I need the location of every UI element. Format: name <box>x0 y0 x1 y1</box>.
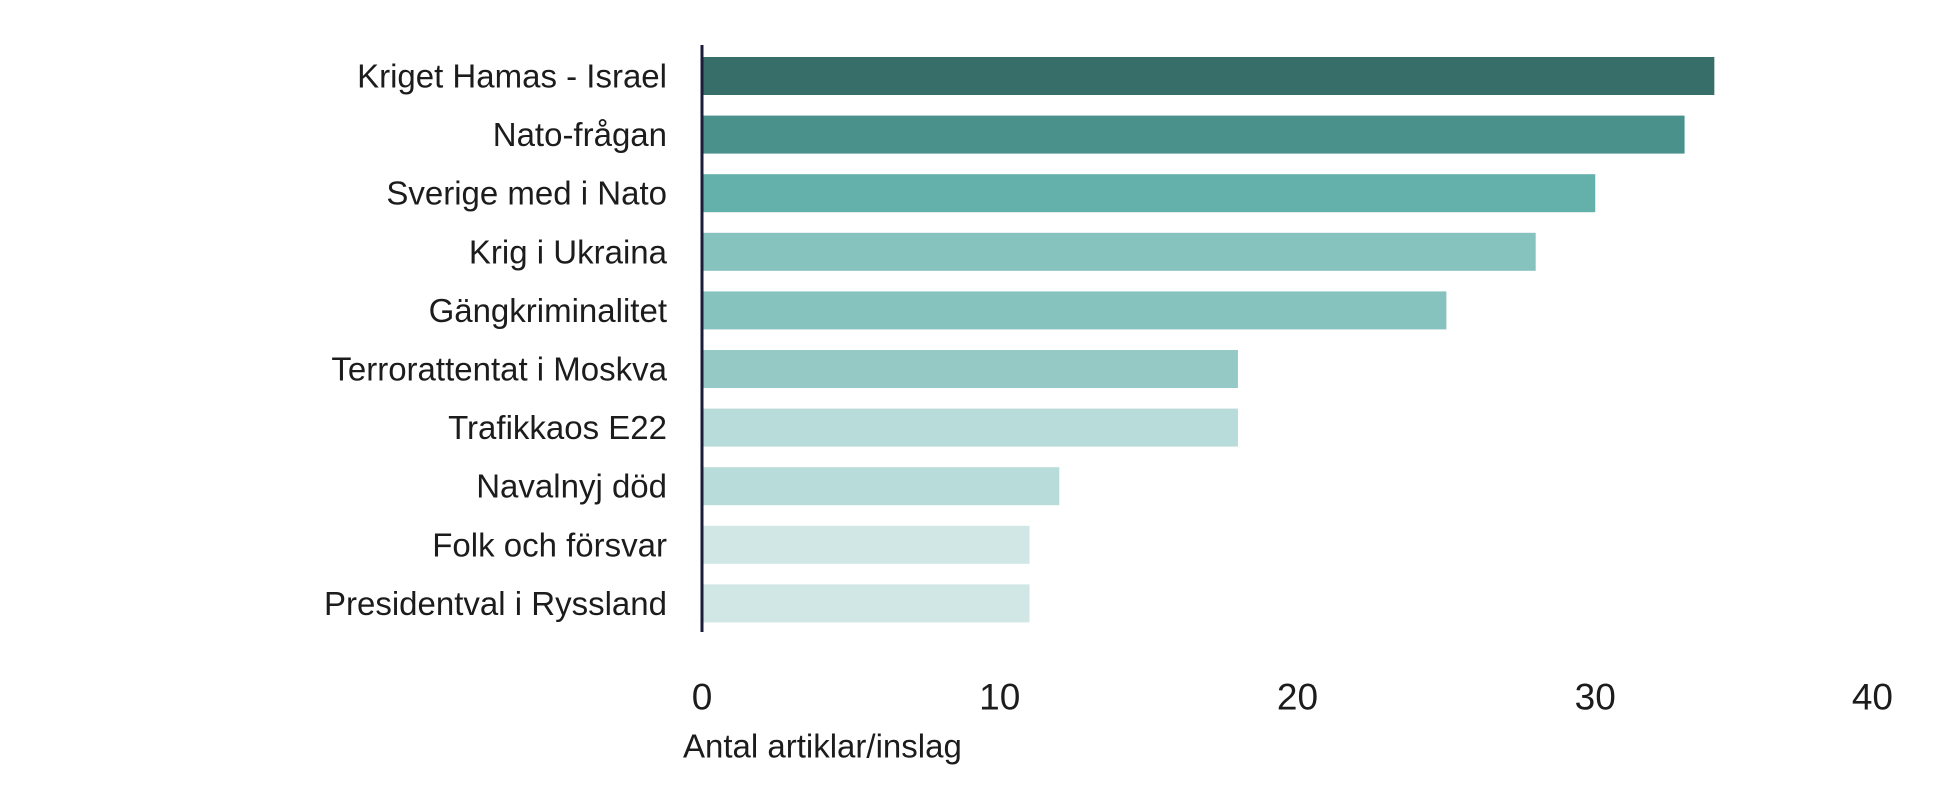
bar <box>702 232 1536 271</box>
category-label: Sverige med i Nato <box>386 175 667 212</box>
category-label: Trafikkaos E22 <box>448 409 667 446</box>
bar <box>702 57 1715 95</box>
bar <box>702 350 1238 388</box>
x-axis-title: Antal artiklar/inslag <box>683 728 962 765</box>
bar <box>702 174 1596 213</box>
bar <box>702 467 1060 506</box>
x-tick-label: 20 <box>1277 677 1318 718</box>
category-label: Terrorattentat i Moskva <box>331 351 667 388</box>
x-tick-label: 30 <box>1575 677 1616 718</box>
category-label: Nato-frågan <box>493 116 667 153</box>
x-tick-label: 0 <box>692 677 713 718</box>
bar <box>702 408 1238 447</box>
category-label: Folk och försvar <box>432 526 667 563</box>
category-label: Presidentval i Ryssland <box>324 585 667 622</box>
bar <box>702 291 1447 330</box>
category-label: Krig i Ukraina <box>469 233 668 270</box>
category-label: Navalnyj död <box>476 468 667 505</box>
bar <box>702 584 1030 623</box>
x-tick-label: 40 <box>1852 677 1893 718</box>
bar <box>702 115 1685 154</box>
bars-group <box>702 57 1715 623</box>
category-labels: Kriget Hamas - Israel Nato-frågan Sverige … <box>324 58 668 622</box>
category-label: Gängkriminalitet <box>429 292 667 329</box>
category-label: Kriget Hamas - Israel <box>357 58 667 95</box>
bar <box>702 525 1030 564</box>
x-tick-labels: 0 10 20 30 40 <box>692 677 1893 718</box>
x-tick-label: 10 <box>979 677 1020 718</box>
